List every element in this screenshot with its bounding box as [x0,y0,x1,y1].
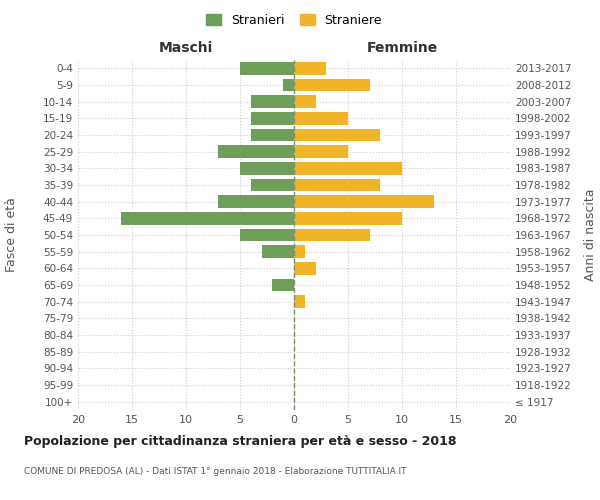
Bar [218,146,294,158]
Bar [294,246,305,258]
Bar [240,162,294,174]
Bar [294,196,434,208]
Bar [251,112,294,124]
Bar [218,196,294,208]
Bar [294,262,316,274]
Bar [294,162,402,174]
Text: Anni di nascita: Anni di nascita [584,188,598,281]
Bar [240,229,294,241]
Bar [294,229,370,241]
Text: Maschi: Maschi [159,41,213,55]
Bar [294,112,348,124]
Bar [283,79,294,92]
Bar [294,146,348,158]
Text: Fasce di età: Fasce di età [5,198,19,272]
Legend: Stranieri, Straniere: Stranieri, Straniere [202,10,386,31]
Bar [294,296,305,308]
Bar [251,129,294,141]
Bar [251,179,294,192]
Bar [240,62,294,74]
Bar [251,96,294,108]
Text: Popolazione per cittadinanza straniera per età e sesso - 2018: Popolazione per cittadinanza straniera p… [24,435,457,448]
Bar [121,212,294,224]
Bar [294,96,316,108]
Bar [294,179,380,192]
Bar [294,79,370,92]
Bar [262,246,294,258]
Text: COMUNE DI PREDOSA (AL) - Dati ISTAT 1° gennaio 2018 - Elaborazione TUTTITALIA.IT: COMUNE DI PREDOSA (AL) - Dati ISTAT 1° g… [24,468,407,476]
Bar [272,279,294,291]
Bar [294,62,326,74]
Text: Femmine: Femmine [367,41,437,55]
Bar [294,129,380,141]
Bar [294,212,402,224]
